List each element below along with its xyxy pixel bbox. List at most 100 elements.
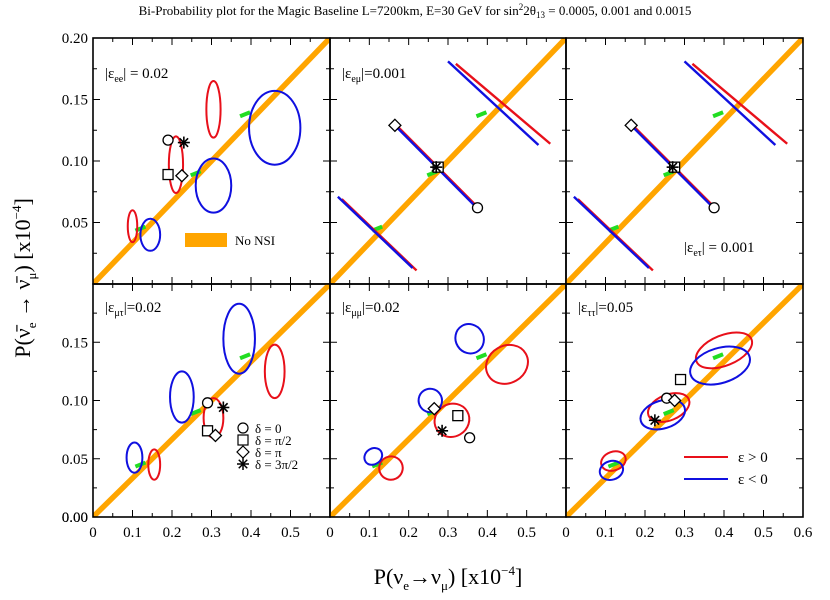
ellipse-eps-positive bbox=[378, 455, 404, 481]
ellipse-eps-positive bbox=[694, 331, 754, 370]
panel-2: |εeμ|=0.001 bbox=[329, 37, 567, 285]
panel-4: |εμτ|=0.02δ = 0δ = π/2δ = πδ = 3π/20 0.1 0… bbox=[62, 283, 331, 541]
panel-plot-area bbox=[93, 284, 330, 517]
symbol-delta-pi bbox=[174, 168, 189, 183]
ellipse-eps-positive bbox=[485, 343, 529, 385]
symbol-delta-0 bbox=[201, 397, 214, 409]
y-tick-label: 0.05 bbox=[62, 452, 88, 468]
legend-symbol-delta-3pi-half bbox=[237, 458, 249, 470]
symbol-delta-pi-half bbox=[674, 373, 687, 386]
ellipse-eps-positive bbox=[433, 402, 471, 438]
no-nsi-legend-label: No NSI bbox=[235, 233, 275, 248]
symbol-delta-pi bbox=[624, 118, 639, 133]
delta-legend: δ = 0δ = π/2δ = πδ = 3π/2 bbox=[236, 421, 298, 472]
band-eps-negative bbox=[447, 60, 540, 146]
panel-plot-area bbox=[566, 38, 803, 284]
no-nsi-point bbox=[475, 110, 488, 119]
no-nsi-point bbox=[475, 352, 488, 361]
symbol-delta-3pi-half bbox=[217, 401, 230, 414]
no-nsi-band-edge bbox=[643, 38, 803, 202]
legend-label-delta: δ = 3π/2 bbox=[255, 457, 298, 472]
ellipse-eps-negative bbox=[689, 345, 751, 386]
panel-label: |εeμ|=0.001 bbox=[342, 66, 406, 85]
legend-label-eps-negative: ε < 0 bbox=[738, 472, 768, 488]
y-tick-label: 0.15 bbox=[62, 93, 88, 109]
no-nsi-point bbox=[189, 408, 202, 417]
ellipse-eps-negative bbox=[139, 217, 162, 252]
y-axis-label: P(ν̄e → ν̄μ) [x10−4] bbox=[9, 198, 39, 358]
no-nsi-legend-swatch bbox=[185, 233, 227, 247]
panel-ticks bbox=[565, 283, 804, 518]
ellipse-eps-negative bbox=[194, 157, 233, 214]
panel-plot-area bbox=[330, 284, 566, 517]
no-nsi-point bbox=[662, 408, 675, 417]
legend-symbol-delta-pi-half bbox=[237, 434, 249, 446]
y-tick-label: 0.00 bbox=[62, 510, 88, 526]
legend-label-delta: δ = 0 bbox=[255, 421, 281, 436]
ellipse-eps-negative bbox=[169, 370, 195, 424]
y-tick-label: 0.05 bbox=[62, 216, 88, 232]
x-tick-label: 0.6 bbox=[794, 525, 813, 541]
symbol-delta-0 bbox=[463, 432, 476, 444]
panel-ticks bbox=[329, 283, 567, 518]
symbol-delta-0 bbox=[162, 134, 174, 146]
panel-5: |εμμ|=0.02 0 0.1 0.2 0.3 0.4 0.5 bbox=[326, 283, 567, 541]
ellipse-eps-negative bbox=[598, 459, 625, 481]
panel-1: |εee| = 0.02 No NSI 0.05 0.10 0.15 0.20 bbox=[62, 31, 331, 285]
no-nsi-band-edge bbox=[170, 38, 330, 202]
y-tick-label: 0.15 bbox=[62, 335, 88, 351]
x-tick-label: 0.4 bbox=[478, 525, 497, 541]
no-nsi-point bbox=[239, 352, 251, 361]
panel-label: |εμτ|=0.02 bbox=[105, 300, 161, 319]
x-tick-label: 0.1 bbox=[123, 525, 142, 541]
x-tick-label: 0.5 bbox=[754, 525, 773, 541]
x-tick-label: 0.2 bbox=[163, 525, 182, 541]
panel-6: |εττ|=0.05 ε > 0 ε < 0 0 0.1 0.2 0.3 0.4 0.5 0.6 bbox=[562, 283, 813, 541]
legend-label-eps-positive: ε > 0 bbox=[738, 450, 768, 466]
x-tick-label: 0.2 bbox=[636, 525, 655, 541]
panel-label: |εττ|=0.05 bbox=[578, 300, 633, 319]
legend-symbol-delta-pi bbox=[236, 445, 250, 459]
ellipse-eps-negative bbox=[417, 387, 443, 414]
ellipse-eps-negative bbox=[125, 441, 144, 474]
x-tick-label: 0.3 bbox=[675, 525, 694, 541]
symbol-delta-pi bbox=[208, 428, 223, 443]
x-axis-label: P(νe→νμ) [x10−4] bbox=[374, 563, 523, 593]
no-nsi-point bbox=[712, 110, 724, 119]
symbol-delta-0 bbox=[471, 202, 484, 214]
ellipse-eps-negative bbox=[248, 89, 302, 166]
legend-symbol-delta-0 bbox=[237, 422, 249, 434]
panel-label: |εeτ| = 0.001 bbox=[684, 240, 755, 259]
symbol-delta-pi-half bbox=[162, 168, 174, 181]
x-tick-label: 0.3 bbox=[202, 525, 221, 541]
ellipse-eps-positive bbox=[147, 448, 162, 481]
y-tick-label: 0.00 bbox=[62, 510, 88, 526]
ellipse-eps-positive bbox=[167, 135, 185, 194]
y-tick-label: 0.10 bbox=[62, 154, 88, 170]
panel-plot-area bbox=[93, 38, 330, 284]
symbol-delta-pi-half bbox=[452, 409, 464, 422]
panel-3: |εeτ| = 0.001 bbox=[565, 37, 804, 285]
x-tick-label: 0.1 bbox=[360, 525, 379, 541]
panel-plot-area bbox=[330, 38, 566, 284]
symbol-delta-3pi-half bbox=[648, 414, 661, 427]
no-nsi-point bbox=[134, 460, 147, 469]
band-eps-negative bbox=[573, 195, 650, 269]
symbol-delta-pi bbox=[427, 401, 442, 416]
ellipse-eps-negative bbox=[454, 323, 485, 355]
ellipse-eps-negative bbox=[363, 447, 384, 466]
no-nsi-point bbox=[712, 352, 724, 361]
band-eps-negative bbox=[683, 60, 777, 146]
band-eps-positive bbox=[455, 62, 552, 145]
ellipse-eps-negative bbox=[222, 302, 256, 375]
ellipse-eps-positive bbox=[126, 209, 139, 244]
band-eps-negative bbox=[337, 195, 414, 269]
ellipse-eps-positive bbox=[205, 80, 222, 139]
panel-label: |εee| = 0.02 bbox=[105, 66, 168, 85]
symbol-delta-3pi-half bbox=[430, 161, 443, 174]
x-tick-label: 0.3 bbox=[439, 525, 458, 541]
x-tick-label: 0.1 bbox=[596, 525, 615, 541]
panel-plot-area bbox=[566, 284, 803, 517]
symbol-delta-pi bbox=[387, 118, 402, 133]
